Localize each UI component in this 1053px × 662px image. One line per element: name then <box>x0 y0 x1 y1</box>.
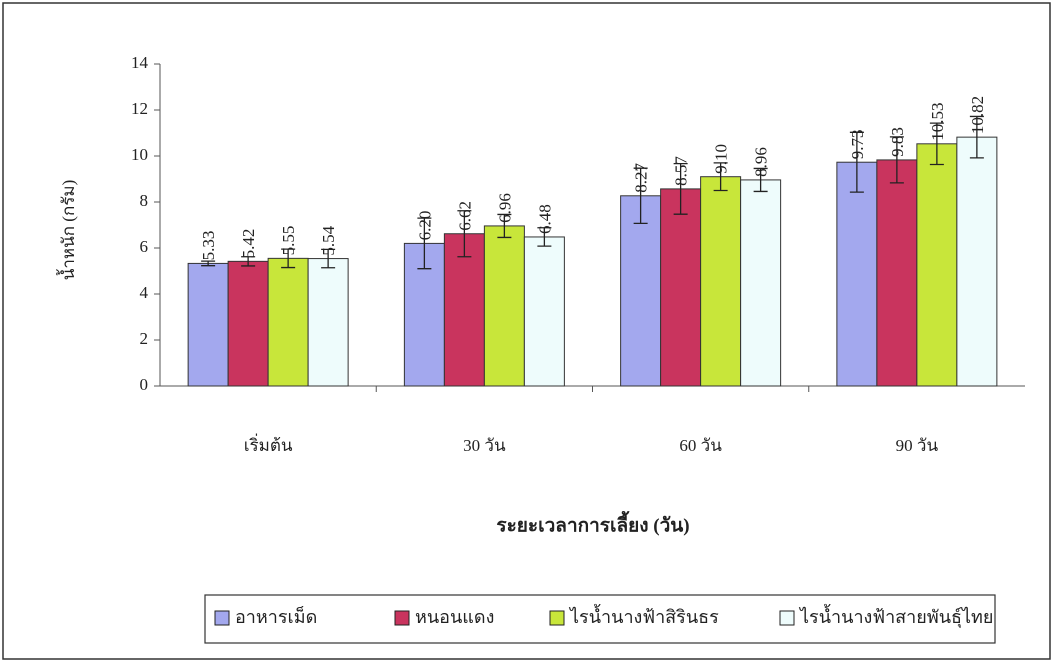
bar <box>836 161 878 387</box>
error-bar <box>321 248 336 269</box>
data-label: 9.83 <box>888 127 907 157</box>
error-bar <box>241 256 256 267</box>
data-label: 6.48 <box>535 204 554 234</box>
legend-label: ไรน้ำนางฟ้าสายพันธุ์ไทย <box>798 604 993 628</box>
data-label: 10.53 <box>928 103 947 141</box>
x-tick-label: 30 วัน <box>463 436 506 455</box>
error-bar <box>673 162 688 215</box>
y-tick-label: 4 <box>140 283 149 302</box>
error-bar <box>281 248 296 269</box>
data-label: 5.54 <box>319 225 338 255</box>
error-bar <box>929 122 944 166</box>
bar <box>187 262 229 387</box>
data-label: 6.96 <box>495 193 514 223</box>
bar <box>740 179 782 387</box>
data-label: 6.62 <box>455 201 474 231</box>
bar <box>660 188 702 387</box>
legend-label: หนอนแดง <box>415 607 494 627</box>
legend-swatch <box>779 610 795 626</box>
error-bar <box>417 217 432 270</box>
bar <box>483 225 525 387</box>
x-tick-label: 60 วัน <box>679 436 722 455</box>
legend-swatch <box>549 610 565 626</box>
bar <box>700 176 742 387</box>
data-label: 9.73 <box>848 129 867 159</box>
data-label: 5.55 <box>279 226 298 256</box>
y-tick-label: 2 <box>140 329 149 348</box>
error-bar <box>753 167 768 193</box>
bar <box>916 143 958 387</box>
legend-swatch <box>214 610 230 626</box>
data-label: 8.57 <box>672 156 691 186</box>
bar <box>267 257 309 387</box>
y-tick-label: 0 <box>140 375 149 394</box>
bar <box>523 236 565 387</box>
legend-swatch <box>394 610 410 626</box>
error-bar <box>889 136 904 184</box>
bar <box>307 258 349 387</box>
bar <box>956 136 998 387</box>
error-bar <box>633 167 648 225</box>
data-label: 5.33 <box>199 231 218 261</box>
y-tick-label: 8 <box>140 191 149 210</box>
bar <box>227 260 269 387</box>
y-tick-label: 6 <box>140 237 149 256</box>
data-label: 8.27 <box>632 163 651 193</box>
y-tick-label: 10 <box>131 145 148 164</box>
data-label: 10.82 <box>968 96 987 134</box>
data-label: 8.96 <box>752 147 771 177</box>
y-axis-label: น้ำหนัก (กรัม) <box>56 180 78 281</box>
legend-label: อาหารเม็ด <box>235 605 317 627</box>
legend-box <box>204 594 996 644</box>
x-tick-label: เริ่มต้น <box>244 433 293 455</box>
x-axis-label: ระยะเวลาการเลี้ยง (วัน) <box>496 510 689 536</box>
error-bar <box>457 210 472 258</box>
error-bar <box>497 213 512 239</box>
error-bar <box>849 131 864 193</box>
error-bar <box>201 260 216 267</box>
x-tick-label: 90 วัน <box>896 436 939 455</box>
error-bar <box>537 227 552 247</box>
y-tick-label: 14 <box>131 53 149 72</box>
data-label: 9.10 <box>712 144 731 174</box>
legend-label: ไรน้ำนางฟ้าสิรินธร <box>568 604 719 627</box>
y-tick-label: 12 <box>131 99 148 118</box>
error-bar <box>713 162 728 192</box>
error-bar <box>969 115 984 159</box>
bar <box>620 195 662 387</box>
bar <box>876 159 918 387</box>
data-label: 6.20 <box>415 211 434 241</box>
data-label: 5.42 <box>239 229 258 259</box>
